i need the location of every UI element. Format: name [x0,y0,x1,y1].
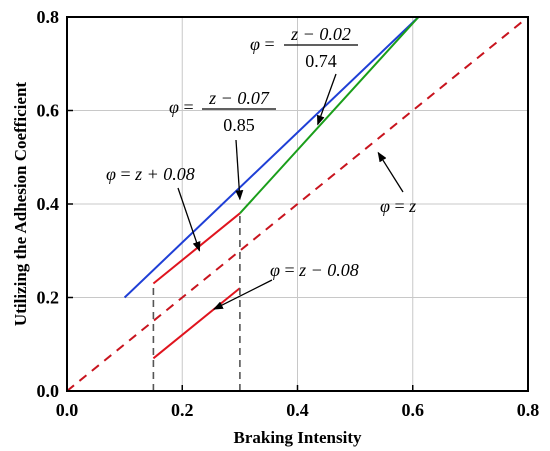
svg-text:φ =: φ = [169,97,194,117]
svg-text:φ = z − 0.08: φ = z − 0.08 [270,260,359,280]
annotation-denominator: 0.74 [305,51,337,71]
x-tick-label: 0.4 [286,400,309,420]
y-tick-label: 0.2 [37,288,60,308]
annotation-arrow [213,279,273,310]
series-line-0 [123,16,420,299]
annotation-eq-red-upper: φ = z + 0.08 [106,164,201,252]
annotations: φ = z − 0.02 0.74 φ = z − 0.07 0.85 φ = … [106,24,416,310]
annotation-denominator: 0.85 [223,115,255,135]
series-line-3 [152,287,241,360]
annotation-eq-red-lower: φ = z − 0.08 [213,260,359,310]
annotation-numerator: z − 0.07 [208,88,270,108]
series-line-4 [66,16,529,392]
y-tick-label: 0.6 [37,101,60,121]
x-tick-label: 0.2 [171,400,194,420]
y-tick-label: 0.8 [37,7,60,27]
series-line-1 [239,16,420,214]
x-tick-label: 0.0 [56,400,79,420]
annotation-eq-diagonal: φ = z [377,151,416,216]
y-tick-label: 0.4 [37,194,60,214]
tick-labels: 0.0 0.2 0.4 0.6 0.8 0.0 0.2 0.4 0.6 0.8 [37,7,540,420]
svg-text:φ = z: φ = z [380,196,416,216]
annotation-arrow [235,139,244,201]
annotation-arrow [177,187,201,252]
x-tick-label: 0.6 [402,400,425,420]
annotation-numerator: z − 0.02 [290,24,351,44]
y-axis-label: Utilizing the Adhesion Coefficient [11,82,30,326]
x-axis-label: Braking Intensity [234,428,362,447]
annotation-arrow [317,73,337,126]
svg-text:φ =: φ = [250,34,275,54]
annotation-eq-blue: φ = z − 0.07 0.85 [169,88,276,201]
annotation-arrow [377,151,404,193]
annotation-eq-green: φ = z − 0.02 0.74 [250,24,358,126]
y-tick-label: 0.0 [37,381,60,401]
tick-marks [66,16,529,392]
svg-text:φ = z + 0.08: φ = z + 0.08 [106,164,195,184]
x-tick-label: 0.8 [517,400,540,420]
series-line-2 [152,212,241,285]
